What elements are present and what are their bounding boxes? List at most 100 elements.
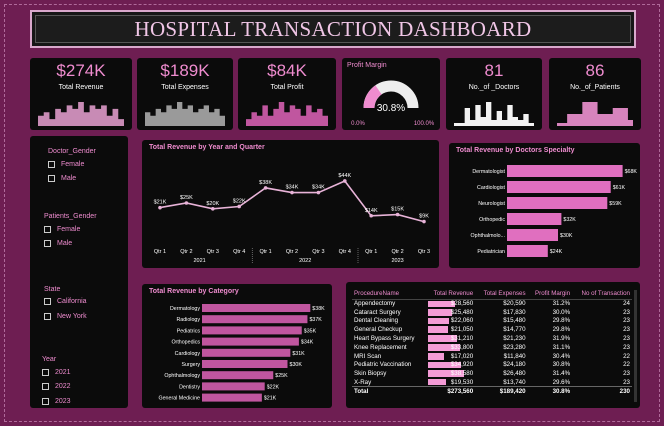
table-row[interactable]: Knee Replacement $33,800 $23,280 31.1% 23	[352, 343, 632, 352]
column-header[interactable]: Total Expenses	[475, 288, 528, 300]
total-revenue: $21,050	[450, 326, 474, 334]
profit-margin: 29.8%	[552, 317, 571, 325]
page-title: HOSPITAL TRANSACTION DASHBOARD	[134, 16, 532, 41]
line-point[interactable]	[211, 207, 215, 211]
column-header[interactable]: Total Revenue	[425, 288, 476, 300]
line-point[interactable]	[316, 190, 321, 195]
bar[interactable]	[202, 304, 311, 312]
table-row[interactable]: Heart Bypass Surgery $31,210 $21,230 31.9% 2…	[352, 334, 632, 343]
slicer-option-2023[interactable]: 2023	[42, 398, 71, 405]
column-header[interactable]: No of Transaction	[572, 288, 632, 300]
line-point[interactable]	[395, 212, 400, 217]
column-header[interactable]: ProcedureName	[352, 288, 426, 300]
checkbox[interactable]	[42, 383, 49, 390]
kpi-card-doctors[interactable]: 81 No._of _Doctors	[446, 58, 542, 130]
bar[interactable]	[202, 348, 291, 357]
x-tick-label: Qtr 4	[339, 249, 351, 255]
line-point[interactable]	[290, 190, 294, 195]
slicer-option-doctor-male[interactable]: Male	[48, 175, 76, 182]
line-point[interactable]	[184, 201, 189, 205]
total-expenses: $14,770	[503, 326, 526, 334]
bar[interactable]	[202, 382, 265, 391]
bar[interactable]	[507, 229, 558, 241]
line-point[interactable]	[422, 219, 426, 224]
bar[interactable]	[202, 315, 308, 324]
total-revenue-cell: $21,050	[426, 325, 476, 334]
revenue-by-category-chart[interactable]: Total Revenue by Category Dermatology $38…	[142, 284, 332, 408]
transaction-count: 230	[572, 386, 632, 396]
category-label: Orthopedics	[171, 340, 200, 346]
bar[interactable]	[507, 213, 562, 225]
kpi-sparkline	[557, 102, 633, 126]
data-label: $24K	[550, 249, 563, 255]
total-revenue: $34,920	[450, 361, 474, 369]
bar[interactable]	[202, 337, 299, 346]
table-row[interactable]: X-Ray $19,530 $13,740 29.6% 23	[352, 378, 632, 387]
slicer-option-california[interactable]: California	[44, 298, 87, 305]
kpi-card-expenses[interactable]: $189K Total Expenses	[137, 58, 233, 130]
checkbox[interactable]	[48, 161, 55, 168]
line-point[interactable]	[369, 213, 373, 218]
table-header-row: ProcedureName Total Revenue Total Expens…	[352, 288, 632, 300]
bar[interactable]	[202, 326, 302, 335]
gauge-min-label: 0.0%	[351, 121, 365, 127]
checkbox[interactable]	[44, 298, 51, 305]
revenue-by-quarter-chart[interactable]: Total Revenue by Year and Quarter $21K Qt…	[142, 140, 439, 268]
kpi-card-patients[interactable]: 86 No._of_Patients	[549, 58, 641, 130]
slicer-option-doctor-female[interactable]: Female	[48, 161, 84, 168]
data-label: $38K	[312, 306, 325, 312]
x-tick-label: Qtr 2	[286, 249, 298, 255]
bar[interactable]	[202, 371, 274, 380]
slicer-option-2022[interactable]: 2022	[42, 383, 71, 390]
gauge-max-label: 100.0%	[414, 121, 435, 127]
total-expenses: $23,280	[503, 343, 526, 351]
total-revenue-cell: $17,020	[426, 352, 476, 361]
checkbox[interactable]	[44, 240, 51, 247]
line-point[interactable]	[263, 186, 268, 190]
table-row[interactable]: Appendectomy $28,560 $20,590 31.2% 24	[352, 299, 632, 308]
slicer-option-patient-male[interactable]: Male	[44, 240, 72, 247]
checkbox[interactable]	[48, 175, 55, 182]
total-label: Total	[352, 386, 426, 396]
revenue-databar	[427, 379, 446, 386]
category-label: Dentistry	[179, 384, 200, 390]
table-row[interactable]: Cataract Surgery $25,480 $17,830 30.0% 23	[352, 308, 632, 317]
bar[interactable]	[507, 181, 611, 193]
procedure-table-panel[interactable]: ProcedureName Total Revenue Total Expens…	[346, 282, 640, 408]
profit-margin-gauge-card[interactable]: Profit Margin 30.8% 0.0% 100.0%	[342, 58, 440, 130]
checkbox[interactable]	[42, 369, 49, 376]
revenue-by-specialty-chart[interactable]: Total Revenue by Doctors Specialty Derma…	[449, 143, 640, 268]
bar[interactable]	[202, 393, 262, 402]
slicer-option-2021[interactable]: 2021	[42, 369, 71, 376]
line-point[interactable]	[237, 204, 241, 209]
bar[interactable]	[202, 360, 288, 368]
table-row[interactable]: Pediatric Vaccination $34,920 $24,180 30.8%…	[352, 361, 632, 370]
line-point[interactable]	[158, 205, 162, 210]
data-label: $25K	[180, 195, 193, 201]
checkbox[interactable]	[44, 226, 51, 233]
kpi-card-revenue[interactable]: $274K Total Revenue	[30, 58, 132, 130]
table-scrollbar[interactable]	[634, 290, 637, 402]
kpi-card-profit[interactable]: $84K Total Profit	[238, 58, 336, 130]
table-row[interactable]: Dental Cleaning $22,060 $15,480 29.8% 23	[352, 317, 632, 326]
table-row[interactable]: General Checkup $21,050 $14,770 29.8% 23	[352, 325, 632, 334]
slicer-title-state: State	[44, 286, 61, 293]
column-header[interactable]: Profit Margin	[527, 288, 573, 300]
checkbox[interactable]	[42, 398, 49, 405]
procedure-name: Pediatric Vaccination	[354, 361, 412, 369]
bar[interactable]	[507, 197, 608, 209]
checkbox[interactable]	[44, 313, 51, 320]
bar[interactable]	[507, 165, 623, 177]
slicer-option-patient-female[interactable]: Female	[44, 226, 80, 233]
table-row[interactable]: MRI Scan $17,020 $11,840 30.4% 22	[352, 352, 632, 361]
total-revenue-cell: $31,210	[426, 334, 476, 343]
sparkline-area	[557, 102, 633, 126]
bar[interactable]	[507, 245, 548, 257]
table-row[interactable]: Skin Biopsy $38,580 $26,480 31.4% 23	[352, 369, 632, 378]
x-tick-label: Qtr 3	[418, 249, 430, 255]
kpi-sparkline	[145, 102, 225, 126]
specialty-chart-svg: Dermatologist $68K Cardiologist $61K Neurolo…	[471, 165, 637, 257]
gauge-value: 30.8%	[377, 103, 405, 114]
line-point[interactable]	[343, 179, 347, 183]
slicer-option-new-york[interactable]: New York	[44, 313, 87, 320]
